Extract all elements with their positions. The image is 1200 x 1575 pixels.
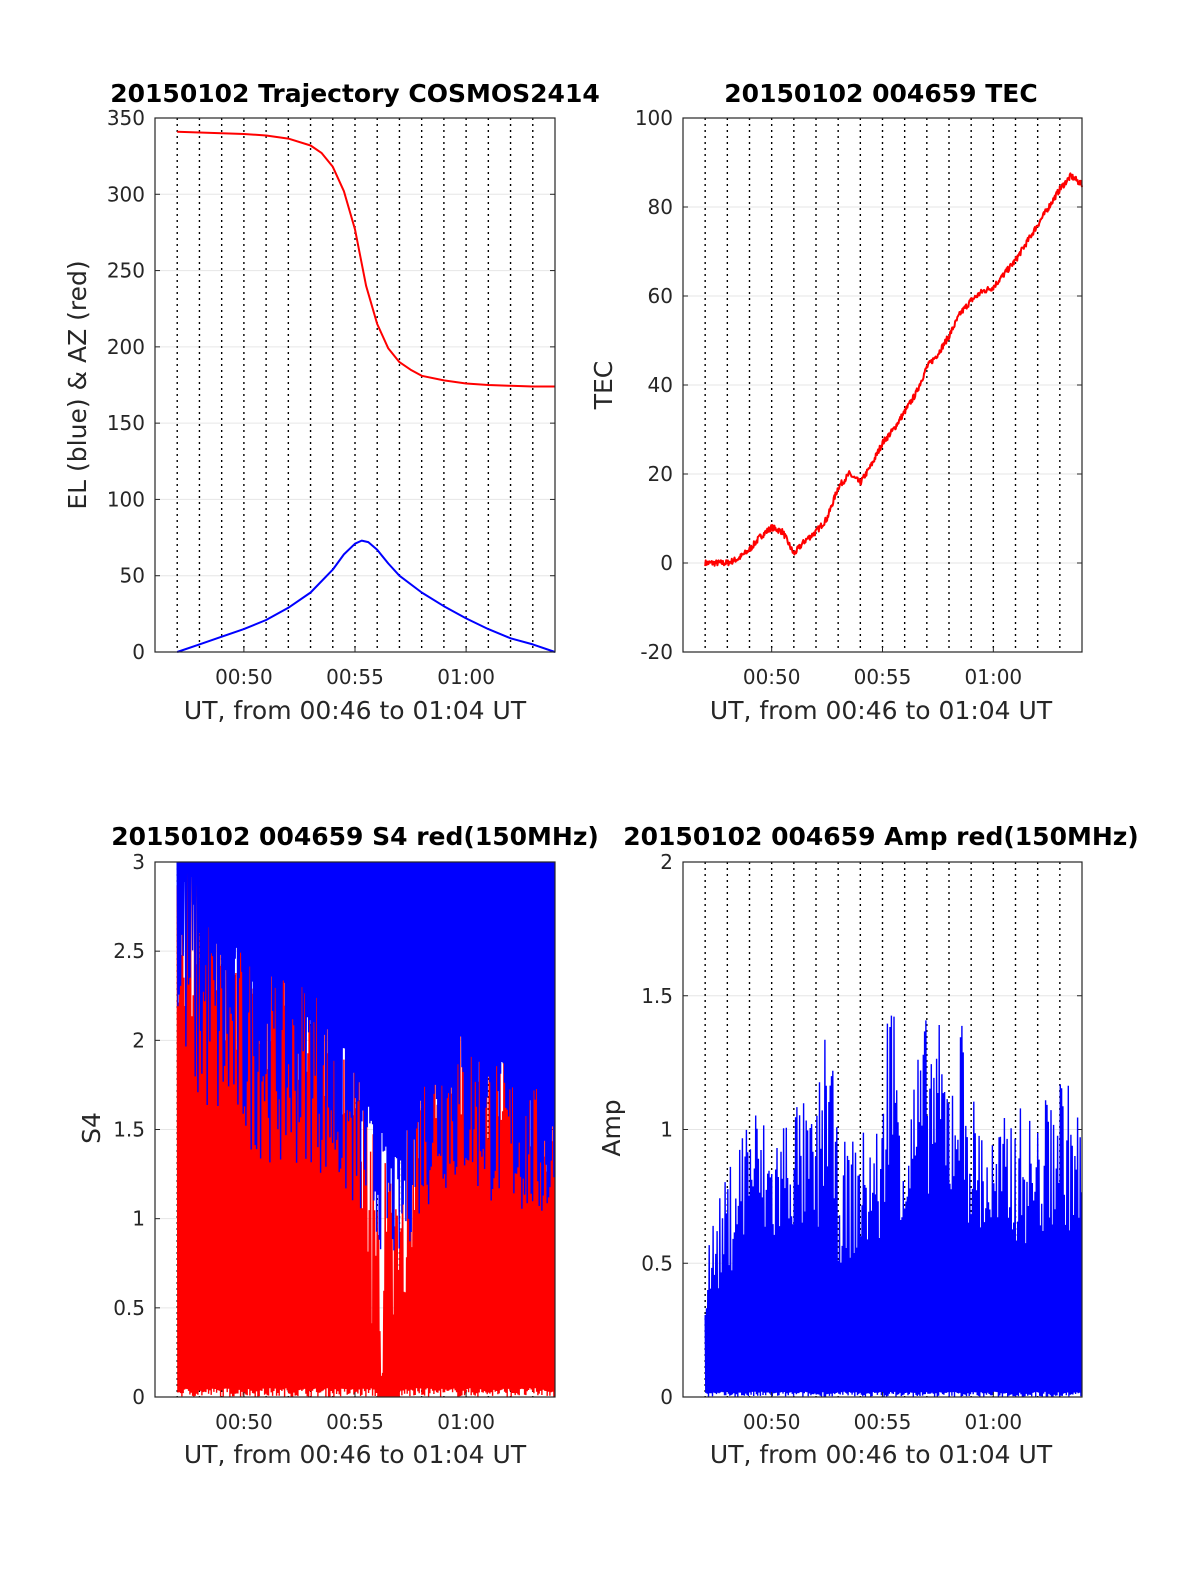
trajectory-y-tick-label: 350 bbox=[107, 106, 145, 130]
s4-y-label: S4 bbox=[77, 1112, 106, 1144]
trajectory-series-0-line bbox=[177, 130, 555, 388]
amp-y-tick-label: 0 bbox=[660, 1385, 673, 1409]
s4-y-tick-label: 2 bbox=[132, 1028, 145, 1052]
trajectory-y-tick-label: 50 bbox=[120, 564, 145, 588]
s4-series-1-line bbox=[176, 861, 556, 1251]
trajectory-y-tick-label: 200 bbox=[107, 335, 145, 359]
tec-y-tick-label: 20 bbox=[648, 462, 673, 486]
amp-series-0-line bbox=[704, 1015, 1083, 1398]
trajectory-y-tick-label: 0 bbox=[132, 640, 145, 664]
amp-y-tick-label: 1 bbox=[660, 1118, 673, 1142]
s4-x-tick-label: 00:55 bbox=[326, 1410, 384, 1434]
tec-y-tick-label: 100 bbox=[635, 106, 673, 130]
trajectory-x-tick-label: 01:00 bbox=[437, 665, 495, 689]
s4-panel: 20150102 004659 S4 red(150MHz) UT, from … bbox=[77, 822, 599, 1469]
s4-y-tick-label: 3 bbox=[132, 850, 145, 874]
s4-x-label: UT, from 00:46 to 01:04 UT bbox=[184, 1440, 527, 1469]
amp-title: 20150102 004659 Amp red(150MHz) bbox=[623, 822, 1139, 851]
tec-y-tick-label: 40 bbox=[648, 373, 673, 397]
s4-y-tick-label: 0 bbox=[132, 1385, 145, 1409]
tec-y-tick-label: 80 bbox=[648, 195, 673, 219]
s4-axes-frame bbox=[154, 861, 556, 1398]
trajectory-axes-frame bbox=[154, 117, 556, 653]
trajectory-y-tick-label: 300 bbox=[107, 182, 145, 206]
tec-axes-frame bbox=[682, 117, 1083, 653]
s4-y-tick-label: 2.5 bbox=[113, 939, 145, 963]
trajectory-y-tick-label: 250 bbox=[107, 259, 145, 283]
trajectory-x-label: UT, from 00:46 to 01:04 UT bbox=[184, 696, 527, 725]
tec-x-tick-label: 01:00 bbox=[965, 665, 1023, 689]
trajectory-y-tick-label: 150 bbox=[107, 411, 145, 435]
tec-y-label: TEC bbox=[589, 361, 618, 411]
tec-panel: 20150102 004659 TEC UT, from 00:46 to 01… bbox=[589, 79, 1083, 725]
tec-y-tick-label: 60 bbox=[648, 284, 673, 308]
amp-axes-frame bbox=[682, 861, 1083, 1398]
tec-x-label: UT, from 00:46 to 01:04 UT bbox=[710, 696, 1053, 725]
s4-x-tick-label: 01:00 bbox=[437, 1410, 495, 1434]
trajectory-title: 20150102 Trajectory COSMOS2414 bbox=[110, 79, 600, 108]
tec-series-0-line bbox=[704, 172, 1083, 567]
trajectory-y-label: EL (blue) & AZ (red) bbox=[63, 260, 92, 509]
s4-y-tick-label: 1 bbox=[132, 1207, 145, 1231]
trajectory-x-tick-label: 00:50 bbox=[215, 665, 273, 689]
amp-x-label: UT, from 00:46 to 01:04 UT bbox=[710, 1440, 1053, 1469]
s4-y-tick-label: 0.5 bbox=[113, 1296, 145, 1320]
amp-y-tick-label: 2 bbox=[660, 850, 673, 874]
s4-title: 20150102 004659 S4 red(150MHz) bbox=[111, 822, 599, 851]
trajectory-panel: 20150102 Trajectory COSMOS2414 UT, from … bbox=[63, 79, 600, 725]
tec-x-tick-label: 00:55 bbox=[854, 665, 912, 689]
amp-y-tick-label: 1.5 bbox=[641, 984, 673, 1008]
trajectory-y-tick-label: 100 bbox=[107, 487, 145, 511]
tec-title: 20150102 004659 TEC bbox=[724, 79, 1037, 108]
tec-x-tick-label: 00:50 bbox=[743, 665, 801, 689]
tec-y-tick-label: -20 bbox=[640, 640, 673, 664]
amp-x-tick-label: 00:50 bbox=[743, 1410, 801, 1434]
amp-x-tick-label: 01:00 bbox=[965, 1410, 1023, 1434]
tec-y-tick-label: 0 bbox=[660, 551, 673, 575]
amp-panel: 20150102 004659 Amp red(150MHz) UT, from… bbox=[597, 822, 1139, 1469]
amp-y-tick-label: 0.5 bbox=[641, 1251, 673, 1275]
amp-y-label: Amp bbox=[597, 1099, 626, 1156]
amp-x-tick-label: 00:55 bbox=[854, 1410, 912, 1434]
s4-y-tick-label: 1.5 bbox=[113, 1118, 145, 1142]
trajectory-x-tick-label: 00:55 bbox=[326, 665, 384, 689]
trajectory-series-1-line bbox=[176, 539, 556, 653]
s4-x-tick-label: 00:50 bbox=[215, 1410, 273, 1434]
